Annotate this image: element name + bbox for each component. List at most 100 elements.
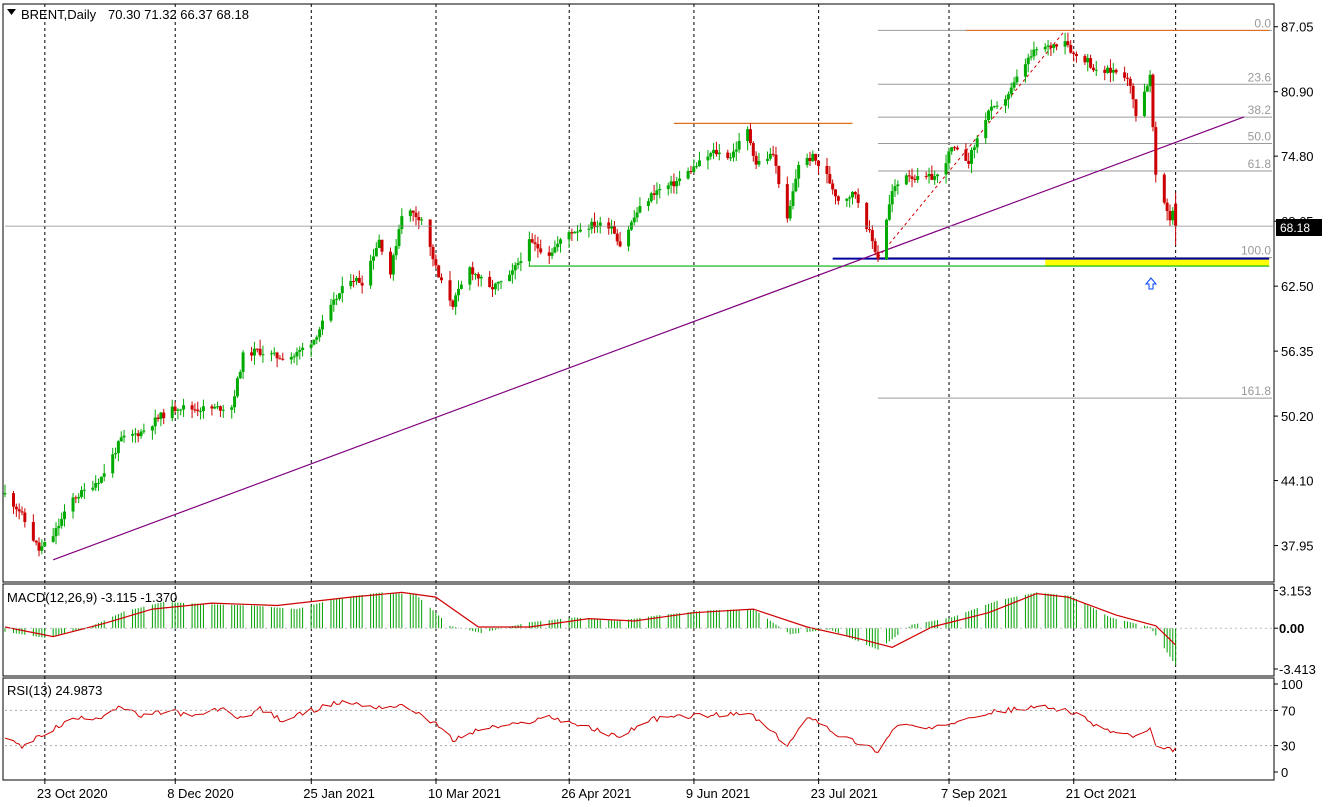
candle-bear [748,129,752,144]
candle-bear [955,147,959,150]
candle-bear [547,252,551,256]
symbol-label: BRENT,Daily [21,7,97,22]
candle-bull [1094,69,1098,71]
candle-bull [944,163,948,175]
rsi-title: RSI(13) 24.9873 [7,683,102,698]
candle-bull [1006,94,1010,100]
candle-bear [434,259,438,266]
candle-bull [1086,58,1090,63]
candle-bull [332,299,336,305]
candle-bear [833,189,837,197]
candle-bull [420,219,424,221]
highlight-zone [1045,258,1270,267]
candle-bear [431,246,435,260]
trendline [52,116,1245,561]
candle-bull [916,176,920,180]
candle-bear [689,171,693,173]
main-pane-frame [2,3,1275,583]
current-price-tag [1276,219,1322,236]
candle-bull [3,493,7,495]
candle-bull [556,243,560,248]
macd-pane-frame [2,583,1275,677]
candle-bull [454,295,458,307]
candle-bull [235,378,239,397]
candle-bull [510,270,514,275]
candle-bull [527,239,531,262]
candle-bear [218,406,222,411]
candle-bull [1106,67,1110,73]
candle-bear [777,165,781,185]
x-tick-label: 10 Mar 2021 [428,786,501,801]
candle-bear [1125,77,1129,79]
candle-bear [853,192,857,195]
fib-anchor-line [877,30,1066,258]
candle-bear [31,521,35,541]
candle-bull [692,166,696,173]
candle-bull [768,153,772,159]
x-tick-label: 23 Jul 2021 [811,786,878,801]
candle-bull [746,129,750,142]
candle-bear [771,153,775,155]
candle-bull [312,339,316,345]
candle-bull [697,160,701,167]
candle-bull [80,490,84,497]
fib-level-label: 61.8 [1248,157,1272,171]
candle-bear [816,160,820,166]
candle-bull [678,178,682,182]
candle-bear [607,222,611,229]
candle-bull [199,411,203,413]
candle-bull [936,174,940,177]
candle-bear [74,497,78,499]
candle-bear [825,165,829,174]
candle-bull [709,153,713,157]
candle-bear [1151,74,1155,128]
candle-bull [893,186,897,192]
candle-bear [162,412,166,419]
candle-bull [289,357,293,360]
candle-bull [479,276,483,279]
candle-bull [269,353,273,355]
candle-bear [836,196,840,201]
candle-bull [927,173,931,177]
candle-bear [967,160,971,164]
candle-bear [380,239,384,252]
candle-bear [530,239,534,243]
candle-bear [411,210,415,213]
candle-bull [315,337,319,340]
candle-bear [1128,78,1132,86]
candle-bull [737,141,741,150]
candle-bull [896,184,900,187]
candle-bull [1043,46,1047,50]
candle-bear [414,212,418,218]
candle-bull [216,406,220,408]
candle-bull [695,166,699,168]
candle-bull [1052,44,1056,48]
candle-bull [139,431,143,437]
candle-bear [1174,203,1178,227]
candle-bull [794,178,798,192]
vertical-grid [44,4,1177,780]
triangle-down-icon[interactable] [7,9,16,15]
fib-level-label: 50.0 [1248,129,1272,143]
candle-bull [655,190,659,195]
candle-bull [553,247,557,253]
candle-bull [230,407,234,410]
candle-bull [329,304,333,321]
candle-bull [590,221,594,229]
candle-bear [870,230,874,242]
candle-bear [34,540,38,543]
x-tick-label: 23 Oct 2020 [37,786,108,801]
candle-bull [335,298,339,300]
candle-bear [930,173,934,180]
candle-bull [1015,76,1019,83]
macd-signal-line [4,591,1177,648]
candle-bear [210,406,214,409]
horizontal-levels [529,29,1270,267]
candle-bear [451,300,455,307]
candle-bear [278,358,282,360]
candle-bull [757,160,761,165]
candle-bull [610,226,614,229]
ohlc-readout: 70.30 71.32 66.37 68.18 [108,7,249,22]
x-tick-label: 9 Jun 2021 [686,786,750,801]
